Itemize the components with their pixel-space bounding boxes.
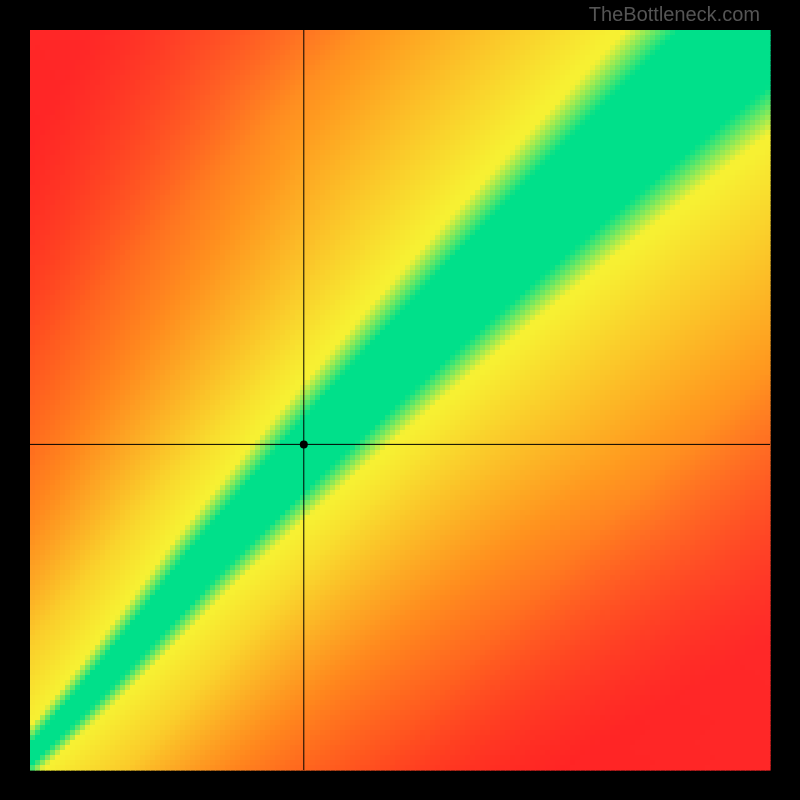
watermark-text: TheBottleneck.com xyxy=(589,4,760,27)
bottleneck-heatmap xyxy=(0,0,800,800)
chart-container: TheBottleneck.com xyxy=(0,0,800,800)
